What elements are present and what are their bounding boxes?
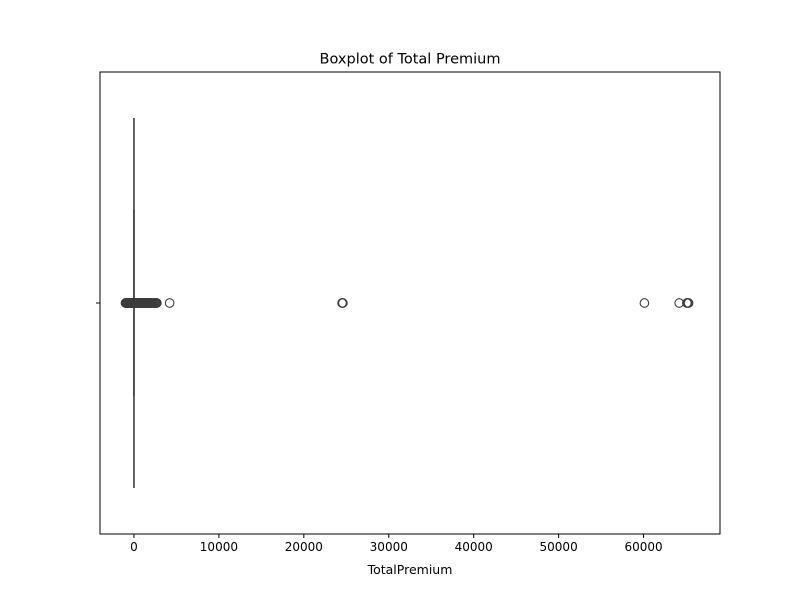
outlier-point	[152, 298, 162, 308]
x-tick-label: 60000	[624, 540, 662, 554]
outlier-point	[164, 298, 175, 308]
outlier-point	[338, 298, 348, 308]
x-tick-label: 40000	[455, 540, 493, 554]
x-tick-label: 30000	[370, 540, 408, 554]
x-tick-label: 10000	[200, 540, 238, 554]
x-tick-label: 0	[130, 540, 138, 554]
x-axis-ticks: 0 10000 20000 30000 40000 50000 60000	[130, 534, 663, 554]
outlier-point	[683, 298, 694, 308]
chart-title: Boxplot of Total Premium	[320, 52, 501, 68]
outlier-points	[120, 298, 694, 308]
x-axis-label: TotalPremium	[367, 562, 453, 577]
plot-area-frame	[99, 71, 721, 535]
x-tick-label: 20000	[285, 540, 323, 554]
x-tick-label: 50000	[540, 540, 578, 554]
outlier-point	[639, 298, 650, 308]
